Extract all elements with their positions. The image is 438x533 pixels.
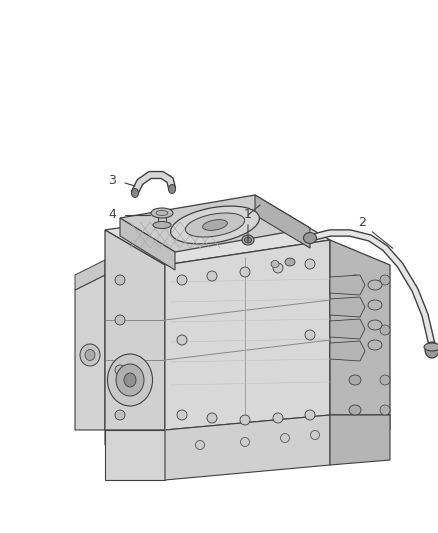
Ellipse shape (380, 375, 390, 385)
Ellipse shape (349, 325, 361, 335)
Polygon shape (165, 415, 330, 480)
Ellipse shape (280, 433, 290, 442)
Polygon shape (75, 275, 105, 430)
Polygon shape (105, 415, 390, 445)
Ellipse shape (380, 325, 390, 335)
Polygon shape (330, 240, 390, 415)
Ellipse shape (305, 330, 315, 340)
Polygon shape (330, 319, 365, 339)
Ellipse shape (273, 413, 283, 423)
Ellipse shape (153, 222, 171, 229)
Ellipse shape (170, 206, 259, 244)
Ellipse shape (177, 275, 187, 285)
Ellipse shape (207, 271, 217, 281)
Ellipse shape (177, 410, 187, 420)
Ellipse shape (80, 344, 100, 366)
Ellipse shape (424, 343, 438, 351)
Ellipse shape (305, 259, 315, 269)
Ellipse shape (304, 232, 317, 244)
Ellipse shape (305, 410, 315, 420)
Ellipse shape (368, 300, 382, 310)
Polygon shape (255, 195, 310, 248)
Ellipse shape (124, 373, 136, 387)
Ellipse shape (240, 415, 250, 425)
Polygon shape (158, 215, 166, 225)
Ellipse shape (116, 364, 144, 396)
Ellipse shape (131, 189, 138, 198)
Ellipse shape (240, 267, 250, 277)
Ellipse shape (203, 220, 227, 230)
Polygon shape (105, 430, 165, 480)
Ellipse shape (107, 354, 152, 406)
Ellipse shape (349, 405, 361, 415)
Ellipse shape (368, 320, 382, 330)
Ellipse shape (207, 413, 217, 423)
Polygon shape (165, 240, 330, 430)
Ellipse shape (169, 184, 176, 193)
Polygon shape (105, 230, 165, 430)
Ellipse shape (151, 208, 173, 218)
Text: 3: 3 (108, 174, 116, 188)
Ellipse shape (368, 280, 382, 290)
Ellipse shape (115, 315, 125, 325)
Ellipse shape (271, 261, 279, 268)
Ellipse shape (115, 275, 125, 285)
Ellipse shape (349, 375, 361, 385)
Ellipse shape (349, 275, 361, 285)
Ellipse shape (240, 438, 250, 447)
Ellipse shape (380, 405, 390, 415)
Text: 2: 2 (358, 215, 366, 229)
Ellipse shape (380, 275, 390, 285)
Ellipse shape (285, 258, 295, 266)
Text: 4: 4 (108, 208, 116, 222)
Ellipse shape (242, 235, 254, 245)
Ellipse shape (368, 340, 382, 350)
Text: 1: 1 (244, 208, 252, 222)
Polygon shape (330, 415, 390, 465)
Ellipse shape (244, 237, 251, 243)
Ellipse shape (177, 335, 187, 345)
Polygon shape (120, 195, 310, 252)
Ellipse shape (311, 431, 319, 440)
Ellipse shape (273, 263, 283, 273)
Ellipse shape (115, 365, 125, 375)
Polygon shape (120, 218, 175, 270)
Polygon shape (330, 297, 365, 317)
Ellipse shape (185, 213, 244, 237)
Ellipse shape (425, 342, 438, 358)
Ellipse shape (85, 350, 95, 360)
Polygon shape (330, 275, 365, 295)
Ellipse shape (115, 410, 125, 420)
Ellipse shape (195, 440, 205, 449)
Ellipse shape (156, 211, 168, 215)
Polygon shape (75, 260, 105, 290)
Polygon shape (330, 341, 365, 361)
Polygon shape (105, 205, 330, 265)
